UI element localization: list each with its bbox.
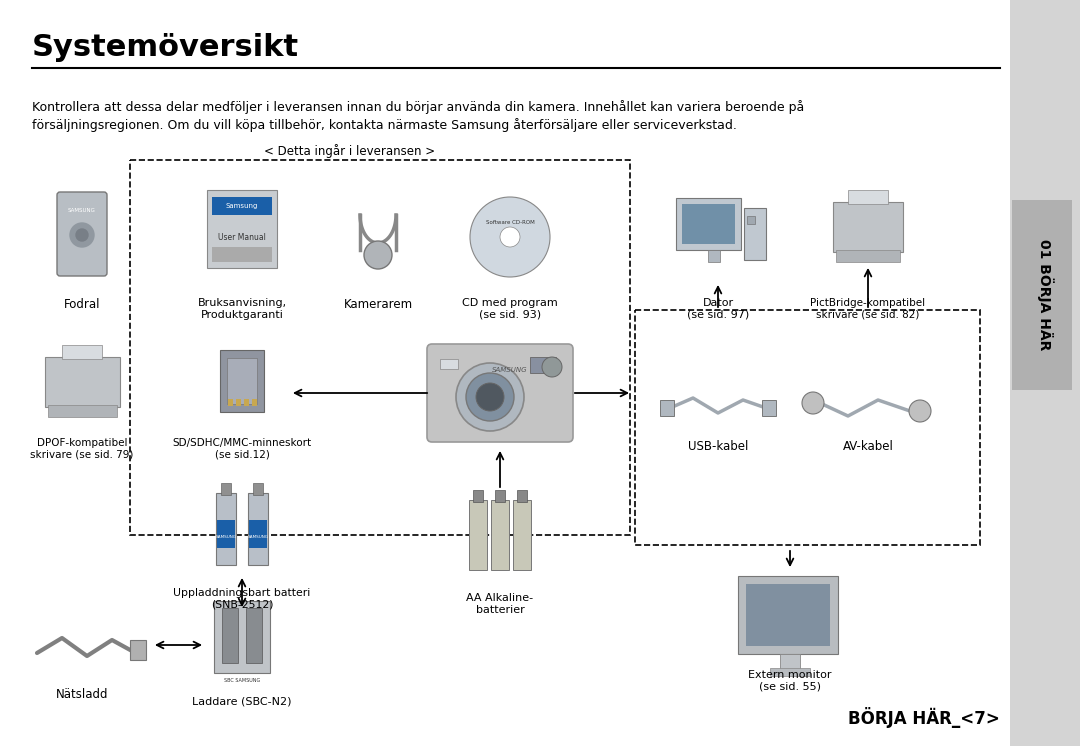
Bar xyxy=(248,493,268,565)
Text: Uppladdningsbart batteri
(SNB-2512): Uppladdningsbart batteri (SNB-2512) xyxy=(174,588,311,609)
Bar xyxy=(252,399,257,406)
Bar xyxy=(440,359,458,369)
Bar xyxy=(660,400,674,416)
Bar xyxy=(744,208,766,260)
Bar xyxy=(469,500,487,570)
Bar xyxy=(212,197,272,215)
Bar xyxy=(746,584,831,646)
Text: AA Alkaline-
batterier: AA Alkaline- batterier xyxy=(467,593,534,615)
Bar xyxy=(221,483,231,495)
Text: SAMSUNG: SAMSUNG xyxy=(216,535,237,539)
Bar xyxy=(738,576,838,654)
Text: USB-kabel: USB-kabel xyxy=(688,440,748,453)
Bar xyxy=(1012,200,1072,390)
Circle shape xyxy=(476,383,504,411)
Text: Extern monitor
(se sid. 55): Extern monitor (se sid. 55) xyxy=(748,670,832,692)
Bar xyxy=(848,190,888,204)
Bar xyxy=(681,204,735,244)
FancyBboxPatch shape xyxy=(427,344,573,442)
Text: Systemöversikt: Systemöversikt xyxy=(32,33,299,62)
Bar xyxy=(217,520,235,548)
Circle shape xyxy=(470,197,550,277)
Text: Samsung: Samsung xyxy=(226,203,258,209)
Bar xyxy=(495,490,505,502)
Text: Dator
(se sid. 97): Dator (se sid. 97) xyxy=(687,298,750,319)
Bar xyxy=(833,202,903,252)
Bar xyxy=(207,190,276,268)
Circle shape xyxy=(802,392,824,414)
Bar xyxy=(222,608,238,663)
Text: SAMSUNG: SAMSUNG xyxy=(492,367,528,373)
Bar xyxy=(212,247,272,262)
Text: försäljningsregionen. Om du vill köpa tillbehör, kontakta närmaste Samsung återf: försäljningsregionen. Om du vill köpa ti… xyxy=(32,118,737,132)
Text: Nätsladd: Nätsladd xyxy=(56,688,108,701)
Bar xyxy=(780,654,800,670)
Circle shape xyxy=(500,227,519,247)
Bar xyxy=(635,310,980,545)
Bar xyxy=(836,250,900,262)
Bar xyxy=(491,500,509,570)
Bar xyxy=(530,357,556,373)
Bar xyxy=(253,483,264,495)
Text: Kamerarem: Kamerarem xyxy=(343,298,413,311)
Bar xyxy=(513,500,531,570)
Bar xyxy=(747,216,755,224)
Text: AV-kabel: AV-kabel xyxy=(842,440,893,453)
Circle shape xyxy=(456,363,524,431)
Text: User Manual: User Manual xyxy=(218,233,266,242)
Bar xyxy=(227,358,257,404)
Text: SBC SAMSUNG: SBC SAMSUNG xyxy=(224,679,260,683)
Bar xyxy=(62,345,102,359)
Text: 01 BÖRJA HÄR: 01 BÖRJA HÄR xyxy=(1037,239,1053,351)
Bar xyxy=(228,399,233,406)
Text: SAMSUNG: SAMSUNG xyxy=(247,535,269,539)
Circle shape xyxy=(364,241,392,269)
Text: BÖRJA HÄR_<7>: BÖRJA HÄR_<7> xyxy=(848,707,1000,728)
FancyBboxPatch shape xyxy=(57,192,107,276)
Bar xyxy=(244,399,249,406)
Bar xyxy=(44,357,120,407)
Text: SD/SDHC/MMC-minneskort
(se sid.12): SD/SDHC/MMC-minneskort (se sid.12) xyxy=(173,438,311,460)
Bar xyxy=(1010,0,1080,746)
Text: Bruksanvisning,
Produktgaranti: Bruksanvisning, Produktgaranti xyxy=(198,298,286,319)
Text: < Detta ingår i leveransen >: < Detta ingår i leveransen > xyxy=(265,144,435,158)
Bar xyxy=(48,405,117,417)
Bar xyxy=(220,350,264,412)
Bar xyxy=(708,250,720,262)
Text: SAMSUNG: SAMSUNG xyxy=(68,207,96,213)
Text: Laddare (SBC-N2): Laddare (SBC-N2) xyxy=(192,696,292,706)
Bar xyxy=(762,400,777,416)
Bar xyxy=(214,601,270,673)
Bar xyxy=(517,490,527,502)
Bar xyxy=(249,520,267,548)
Text: CD med program
(se sid. 93): CD med program (se sid. 93) xyxy=(462,298,558,319)
Bar xyxy=(130,160,630,535)
Text: Fodral: Fodral xyxy=(64,298,100,311)
Circle shape xyxy=(465,373,514,421)
Bar xyxy=(237,399,241,406)
Bar xyxy=(246,608,262,663)
Text: PictBridge-kompatibel
skrivare (se sid. 82): PictBridge-kompatibel skrivare (se sid. … xyxy=(810,298,926,319)
Text: Software CD-ROM: Software CD-ROM xyxy=(486,219,535,225)
Circle shape xyxy=(70,223,94,247)
Circle shape xyxy=(76,229,87,241)
Bar xyxy=(473,490,483,502)
Bar xyxy=(676,198,741,250)
Bar xyxy=(770,668,810,676)
Circle shape xyxy=(542,357,562,377)
Text: Kontrollera att dessa delar medföljer i leveransen innan du börjar använda din k: Kontrollera att dessa delar medföljer i … xyxy=(32,100,805,114)
Bar xyxy=(216,493,237,565)
Circle shape xyxy=(909,400,931,422)
Text: DPOF-kompatibel
skrivare (se sid. 79): DPOF-kompatibel skrivare (se sid. 79) xyxy=(30,438,134,460)
Bar xyxy=(130,640,146,660)
